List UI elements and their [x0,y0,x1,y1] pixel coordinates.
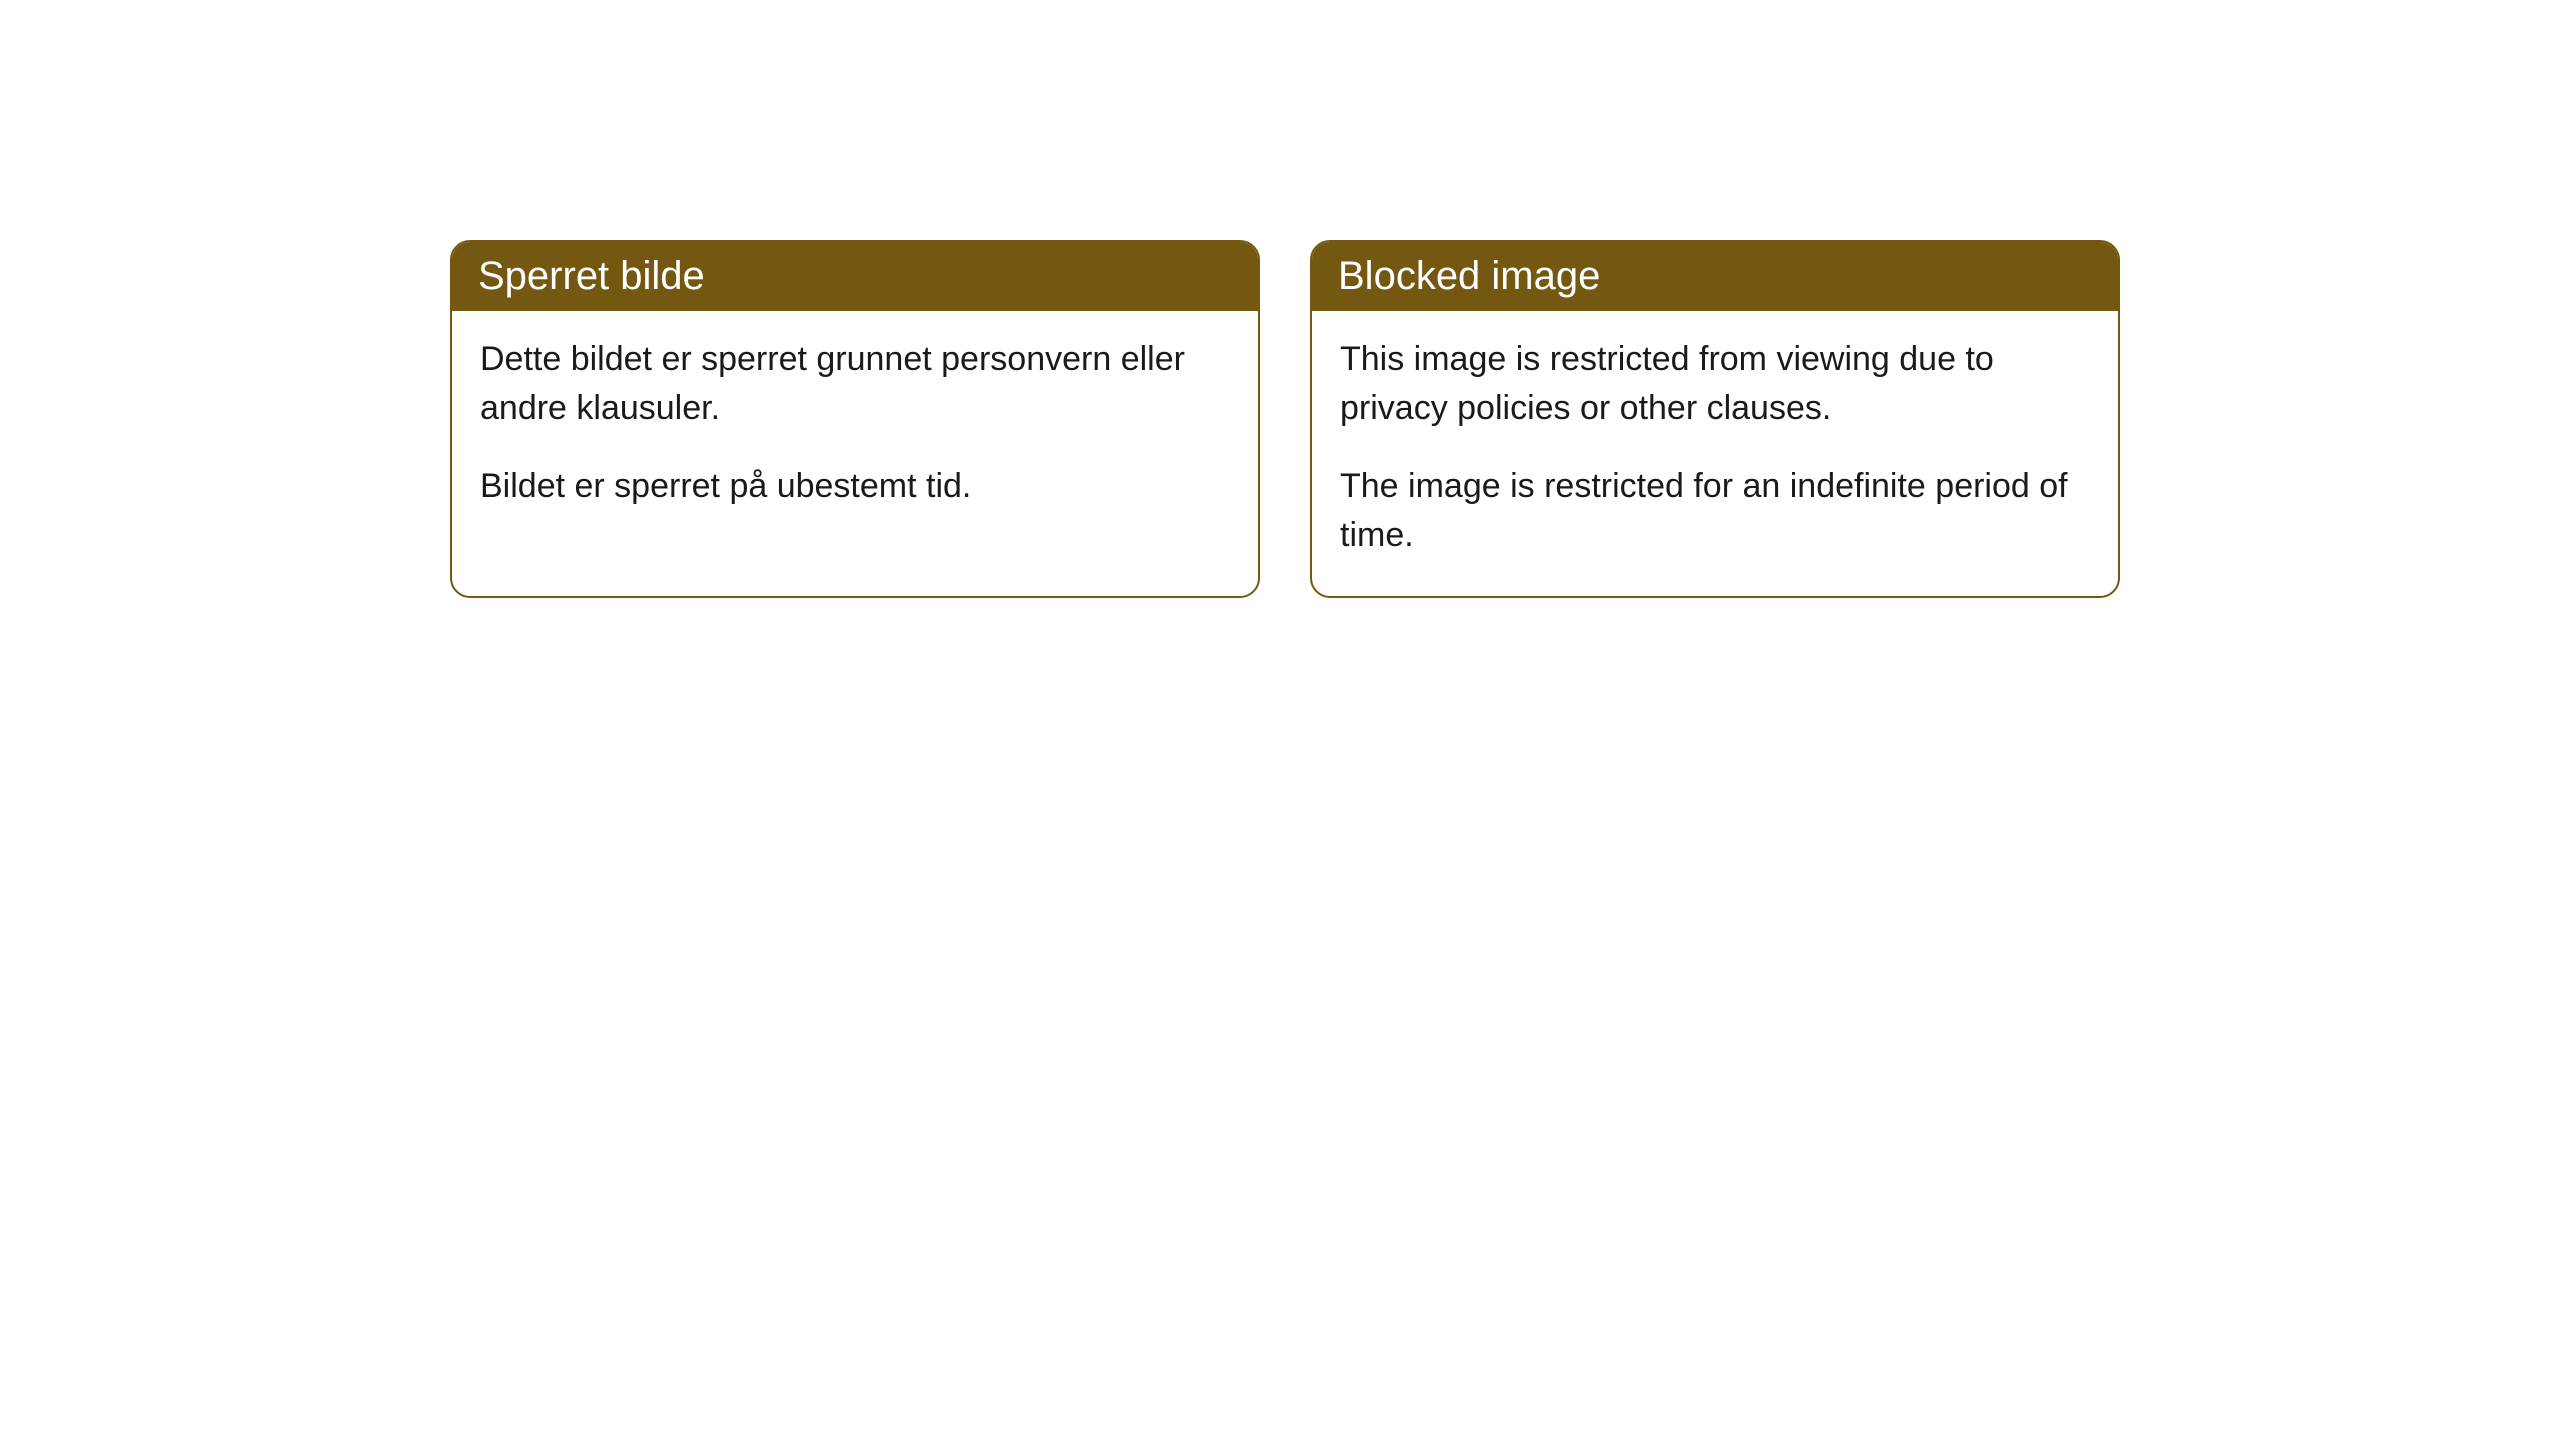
card-title: Sperret bilde [478,254,705,298]
card-title: Blocked image [1338,254,1600,298]
notice-container: Sperret bilde Dette bildet er sperret gr… [0,0,2560,598]
blocked-image-card-english: Blocked image This image is restricted f… [1310,240,2120,598]
card-paragraph: This image is restricted from viewing du… [1340,335,2090,434]
card-body: This image is restricted from viewing du… [1312,311,2118,596]
card-header: Sperret bilde [452,242,1258,311]
card-paragraph: Bildet er sperret på ubestemt tid. [480,462,1230,511]
card-header: Blocked image [1312,242,2118,311]
card-paragraph: The image is restricted for an indefinit… [1340,462,2090,561]
card-paragraph: Dette bildet er sperret grunnet personve… [480,335,1230,434]
blocked-image-card-norwegian: Sperret bilde Dette bildet er sperret gr… [450,240,1260,598]
card-body: Dette bildet er sperret grunnet personve… [452,311,1258,547]
